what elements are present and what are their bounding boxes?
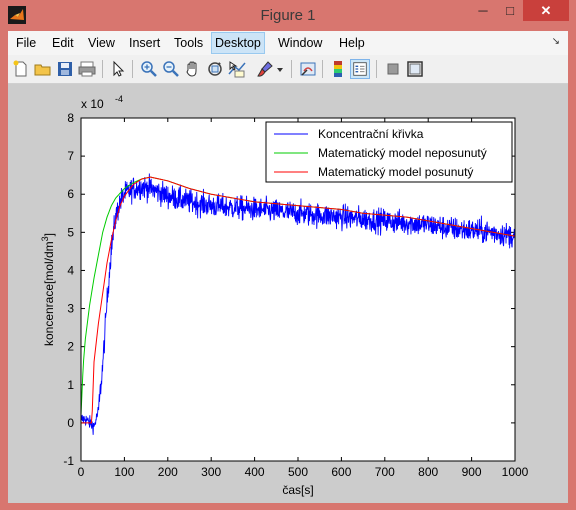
y-axis-label-superscript: 3 xyxy=(40,236,50,241)
x-tick-label: 1000 xyxy=(502,465,529,479)
y-tick-label: 1 xyxy=(67,378,74,392)
x-tick-label: 900 xyxy=(462,465,482,479)
figure-client-area: File Edit View Insert Tools Desktop Wind… xyxy=(8,31,568,503)
x-tick-label: 800 xyxy=(418,465,438,479)
show-plot-tools-icon[interactable] xyxy=(405,59,425,79)
pan-hand-icon[interactable] xyxy=(183,59,203,79)
y-tick-label: 4 xyxy=(67,263,74,277)
menu-insert[interactable]: Insert xyxy=(129,36,161,50)
menu-help[interactable]: Help xyxy=(339,36,365,50)
plot-svg[interactable]: 0 100 200 300 400 500 600 700 800 900 1000 -1 0 1 2 3 4 5… xyxy=(8,84,568,503)
legend[interactable]: Koncentrační křivka Matematický model nep… xyxy=(265,121,513,183)
data-cursor-icon[interactable] xyxy=(227,59,247,79)
edit-plot-arrow-icon[interactable] xyxy=(108,59,128,79)
undock-arrow-icon[interactable]: ↘ xyxy=(551,36,560,47)
toolbar-separator xyxy=(132,60,133,78)
link-plot-icon[interactable] xyxy=(298,59,318,79)
window-title: Figure 1 xyxy=(260,7,316,24)
menu-view[interactable]: View xyxy=(88,36,115,50)
toolbar-separator xyxy=(322,60,323,78)
hide-plot-tools-icon[interactable] xyxy=(383,59,403,79)
save-icon[interactable] xyxy=(55,59,75,79)
y-tick-label: 2 xyxy=(67,340,74,354)
x-tick-label: 400 xyxy=(245,465,265,479)
brush-icon[interactable] xyxy=(255,59,275,79)
y-tick-label: 6 xyxy=(67,187,74,201)
rotate-3d-icon[interactable] xyxy=(205,59,225,79)
y-axis-label-end: ] xyxy=(42,233,56,236)
brush-dropdown-icon[interactable] xyxy=(275,59,285,79)
insert-colorbar-icon[interactable] xyxy=(328,59,348,79)
toolbar-separator xyxy=(376,60,377,78)
axes-frame xyxy=(80,117,516,462)
zoom-in-icon[interactable] xyxy=(139,59,159,79)
matlab-logo-icon xyxy=(8,6,26,24)
x-tick-label: 600 xyxy=(331,465,351,479)
y-tick-label: -1 xyxy=(63,454,74,468)
figure-canvas: 0 100 200 300 400 500 600 700 800 900 1000 -1 0 1 2 3 4 5… xyxy=(8,84,568,503)
x-tick-label: 700 xyxy=(375,465,395,479)
x-tick-label: 500 xyxy=(288,465,308,479)
title-bar[interactable]: Figure 1 ─ □ ✕ xyxy=(0,0,576,31)
menu-edit[interactable]: Edit xyxy=(52,36,74,50)
axis-exponent-label: x 10 xyxy=(81,97,104,111)
y-tick-label: 8 xyxy=(67,111,74,125)
y-tick-label: 3 xyxy=(67,302,74,316)
legend-entry-label: Koncentrační křivka xyxy=(318,127,424,141)
toolbar-separator xyxy=(291,60,292,78)
y-tick-label: 5 xyxy=(67,225,74,239)
open-file-icon[interactable] xyxy=(33,59,53,79)
x-axis-label: čas[s] xyxy=(282,483,313,497)
insert-legend-icon[interactable] xyxy=(350,59,370,79)
axis-exponent-power: -4 xyxy=(115,94,123,104)
menu-file[interactable]: File xyxy=(16,36,37,50)
menu-bar: File Edit View Insert Tools Desktop Wind… xyxy=(8,31,568,55)
print-icon[interactable] xyxy=(77,59,97,79)
y-tick-label: 0 xyxy=(67,416,74,430)
menu-window[interactable]: Window xyxy=(278,36,323,50)
y-axis-label-main: koncenrace[mol/dm xyxy=(42,241,56,346)
figure-toolbar xyxy=(8,55,568,84)
toolbar-separator xyxy=(102,60,103,78)
menu-desktop[interactable]: Desktop xyxy=(211,32,265,54)
minimize-button[interactable]: ─ xyxy=(478,3,488,18)
series-line-0 xyxy=(80,173,516,435)
x-tick-label: 100 xyxy=(114,465,134,479)
new-figure-icon[interactable] xyxy=(11,59,31,79)
y-tick-label: 7 xyxy=(67,149,74,163)
maximize-button[interactable]: □ xyxy=(506,3,514,18)
x-tick-label: 0 xyxy=(78,465,85,479)
legend-entry-label: Matematický model neposunutý xyxy=(318,146,487,160)
zoom-out-icon[interactable] xyxy=(161,59,181,79)
close-button[interactable]: ✕ xyxy=(523,0,569,21)
y-axis-label: koncenrace[mol/dm3] xyxy=(40,233,56,346)
series-line-2 xyxy=(81,176,516,424)
menu-tools[interactable]: Tools xyxy=(174,36,204,50)
x-tick-label: 300 xyxy=(201,465,221,479)
x-tick-label: 200 xyxy=(158,465,178,479)
legend-entry-label: Matematický model posunutý xyxy=(318,165,473,179)
